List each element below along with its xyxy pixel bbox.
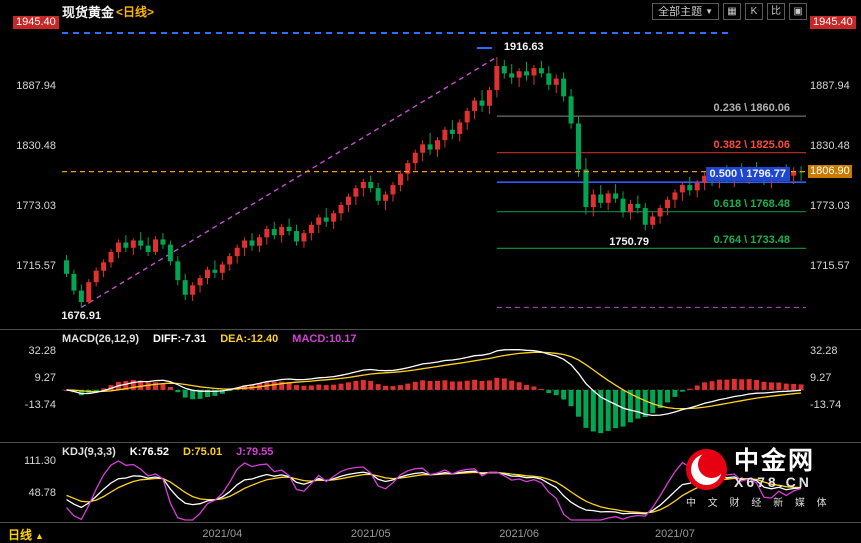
panel-divider-macd	[0, 329, 861, 330]
diff-line	[66, 348, 802, 417]
timeframe-label: <日线>	[116, 4, 155, 19]
brand-name: 中金网	[734, 447, 816, 475]
compare-button[interactable]: 比	[767, 2, 785, 20]
period-selector[interactable]: 日线 ▲	[8, 526, 44, 543]
kline-style-button[interactable]: K	[745, 2, 763, 20]
time-axis: 日线 ▲	[0, 523, 861, 543]
zhongjin-logo-icon	[686, 448, 727, 490]
watermark-text-column: 中金网 X678.CN	[734, 448, 815, 490]
candlestick-chart[interactable]	[0, 22, 861, 323]
candle-series	[64, 57, 804, 308]
brand-domain: X678.CN	[734, 474, 812, 490]
watermark: 中金网 X678.CN 中 文 财 经 新 媒 体	[686, 448, 831, 509]
period-label: 日线	[8, 528, 33, 542]
panel-divider-time	[0, 522, 861, 523]
logo-crescent-shape	[691, 450, 725, 485]
triangle-up-icon: ▲	[35, 531, 44, 541]
kdj-chart[interactable]	[0, 443, 861, 523]
symbol-title: 现货黄金	[62, 4, 115, 20]
macd-chart[interactable]	[0, 330, 861, 443]
watermark-row: 中金网 X678.CN	[686, 448, 831, 490]
grid-layout-button[interactable]: ▦	[723, 2, 741, 20]
chevron-down-icon: ▼	[705, 6, 713, 16]
brand-tagline: 中 文 财 经 新 媒 体	[686, 498, 832, 509]
panel-layout-button[interactable]: ▣	[789, 2, 807, 20]
theme-selector-button[interactable]: 全部主题 ▼	[652, 2, 719, 20]
topbar-controls: 全部主题 ▼ ▦ K 比 ▣	[652, 2, 807, 20]
j-line	[66, 460, 802, 521]
fib-trendline	[80, 56, 498, 308]
topbar: 现货黄金 <日线> 全部主题 ▼ ▦ K 比 ▣	[0, 0, 861, 22]
macd-histogram	[64, 377, 804, 434]
panel-divider-kdj	[0, 442, 861, 443]
chart-title-group: 现货黄金 <日线>	[62, 2, 154, 21]
theme-selector-label: 全部主题	[658, 6, 703, 18]
dea-line	[66, 351, 802, 410]
